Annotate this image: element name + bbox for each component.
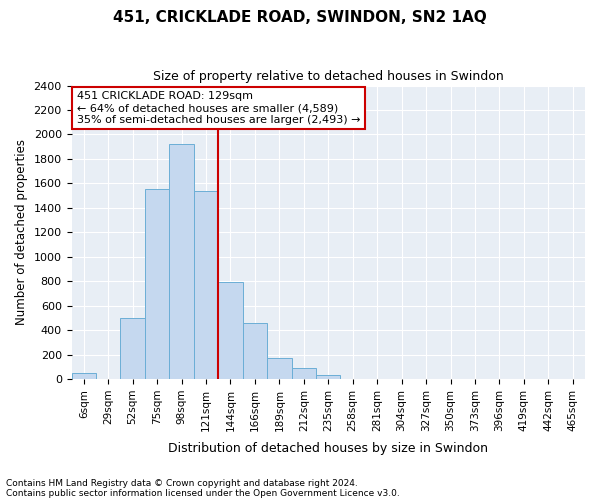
Bar xyxy=(145,190,169,379)
Text: Contains HM Land Registry data © Crown copyright and database right 2024.: Contains HM Land Registry data © Crown c… xyxy=(6,478,358,488)
Bar xyxy=(194,190,218,379)
Text: Contains public sector information licensed under the Open Government Licence v3: Contains public sector information licen… xyxy=(6,488,400,498)
Bar xyxy=(242,323,267,379)
Text: 451, CRICKLADE ROAD, SWINDON, SN2 1AQ: 451, CRICKLADE ROAD, SWINDON, SN2 1AQ xyxy=(113,10,487,25)
Bar xyxy=(316,376,340,379)
Bar xyxy=(169,144,194,379)
Bar xyxy=(292,368,316,379)
Bar xyxy=(218,282,242,379)
Y-axis label: Number of detached properties: Number of detached properties xyxy=(15,140,28,326)
Bar xyxy=(121,318,145,379)
Bar xyxy=(267,358,292,379)
Bar xyxy=(71,373,96,379)
Text: 451 CRICKLADE ROAD: 129sqm
← 64% of detached houses are smaller (4,589)
35% of s: 451 CRICKLADE ROAD: 129sqm ← 64% of deta… xyxy=(77,92,360,124)
X-axis label: Distribution of detached houses by size in Swindon: Distribution of detached houses by size … xyxy=(168,442,488,455)
Title: Size of property relative to detached houses in Swindon: Size of property relative to detached ho… xyxy=(153,70,503,83)
